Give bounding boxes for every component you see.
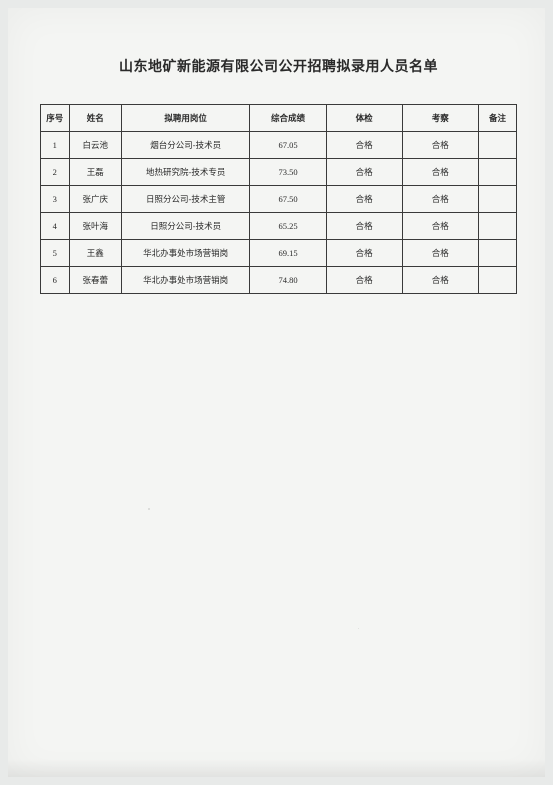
cell-position: 华北办事处市场营销岗 (121, 267, 250, 294)
col-note: 备注 (478, 105, 516, 132)
cell-inspect: 合格 (402, 213, 478, 240)
cell-physical: 合格 (326, 132, 402, 159)
col-position: 拟聘用岗位 (121, 105, 250, 132)
cell-note (478, 240, 516, 267)
cell-name: 张叶海 (69, 213, 121, 240)
cell-score: 67.05 (250, 132, 326, 159)
col-physical: 体检 (326, 105, 402, 132)
scan-shadow (8, 759, 545, 777)
table-row: 3 张广庆 日照分公司-技术主管 67.50 合格 合格 (41, 186, 517, 213)
cell-index: 1 (41, 132, 70, 159)
cell-position: 日照分公司-技术员 (121, 213, 250, 240)
cell-index: 3 (41, 186, 70, 213)
col-index: 序号 (41, 105, 70, 132)
document-page: 山东地矿新能源有限公司公开招聘拟录用人员名单 序号 姓名 拟聘用岗位 综合成绩 … (8, 8, 545, 777)
cell-physical: 合格 (326, 213, 402, 240)
table-row: 4 张叶海 日照分公司-技术员 65.25 合格 合格 (41, 213, 517, 240)
cell-note (478, 213, 516, 240)
cell-position: 地热研究院-技术专员 (121, 159, 250, 186)
cell-physical: 合格 (326, 159, 402, 186)
cell-inspect: 合格 (402, 267, 478, 294)
cell-inspect: 合格 (402, 159, 478, 186)
cell-note (478, 186, 516, 213)
cell-index: 2 (41, 159, 70, 186)
cell-name: 白云池 (69, 132, 121, 159)
cell-position: 华北办事处市场营销岗 (121, 240, 250, 267)
cell-index: 6 (41, 267, 70, 294)
cell-score: 73.50 (250, 159, 326, 186)
cell-name: 张广庆 (69, 186, 121, 213)
table-header-row: 序号 姓名 拟聘用岗位 综合成绩 体检 考察 备注 (41, 105, 517, 132)
cell-name: 王鑫 (69, 240, 121, 267)
cell-inspect: 合格 (402, 132, 478, 159)
col-inspect: 考察 (402, 105, 478, 132)
table-row: 2 王磊 地热研究院-技术专员 73.50 合格 合格 (41, 159, 517, 186)
scan-speck (358, 628, 359, 629)
cell-index: 4 (41, 213, 70, 240)
cell-note (478, 267, 516, 294)
cell-note (478, 132, 516, 159)
cell-position: 日照分公司-技术主管 (121, 186, 250, 213)
table-row: 5 王鑫 华北办事处市场营销岗 69.15 合格 合格 (41, 240, 517, 267)
cell-physical: 合格 (326, 240, 402, 267)
cell-inspect: 合格 (402, 186, 478, 213)
cell-inspect: 合格 (402, 240, 478, 267)
cell-note (478, 159, 516, 186)
table-row: 6 张春蕾 华北办事处市场营销岗 74.80 合格 合格 (41, 267, 517, 294)
cell-score: 65.25 (250, 213, 326, 240)
scan-speck (148, 508, 150, 510)
cell-score: 69.15 (250, 240, 326, 267)
roster-table: 序号 姓名 拟聘用岗位 综合成绩 体检 考察 备注 1 白云池 烟台分公司-技术… (40, 104, 517, 294)
cell-score: 67.50 (250, 186, 326, 213)
cell-position: 烟台分公司-技术员 (121, 132, 250, 159)
cell-physical: 合格 (326, 267, 402, 294)
cell-index: 5 (41, 240, 70, 267)
table-row: 1 白云池 烟台分公司-技术员 67.05 合格 合格 (41, 132, 517, 159)
page-title: 山东地矿新能源有限公司公开招聘拟录用人员名单 (40, 56, 517, 76)
col-name: 姓名 (69, 105, 121, 132)
col-score: 综合成绩 (250, 105, 326, 132)
cell-name: 张春蕾 (69, 267, 121, 294)
cell-physical: 合格 (326, 186, 402, 213)
cell-name: 王磊 (69, 159, 121, 186)
cell-score: 74.80 (250, 267, 326, 294)
